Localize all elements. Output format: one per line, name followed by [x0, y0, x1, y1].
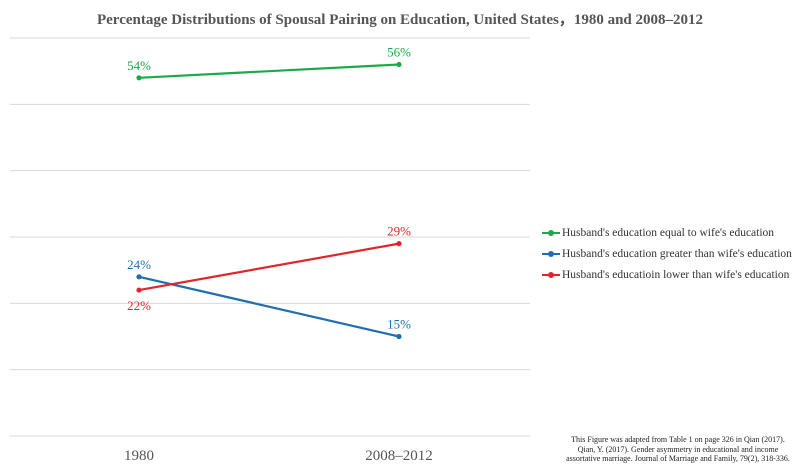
data-label: 24% — [127, 257, 151, 272]
data-labels: 54% 56% 24% 15% 22% 29% — [127, 45, 411, 332]
series-line — [138, 242, 400, 292]
legend-label: Husband's education equal to wife's educ… — [562, 226, 775, 239]
series-line — [138, 63, 400, 79]
x-tick-label: 2008–2012 — [365, 448, 433, 464]
data-point — [396, 61, 402, 68]
data-label: 56% — [387, 45, 411, 60]
data-label: 29% — [387, 224, 411, 239]
legend-item-lower: Husband's educatioin lower than wife's e… — [542, 264, 792, 285]
data-point — [396, 241, 402, 247]
legend-swatch-icon — [542, 249, 560, 259]
source-note-line: This Figure was adapted from Table 1 on … — [571, 435, 785, 444]
data-point — [136, 75, 142, 81]
legend-label: Husband's education greater than wife's … — [562, 247, 792, 260]
data-label: 54% — [127, 58, 151, 73]
legend-item-greater: Husband's education greater than wife's … — [542, 243, 792, 264]
data-label: 22% — [127, 298, 151, 313]
legend: Husband's education equal to wife's educ… — [542, 222, 792, 285]
data-points — [136, 61, 402, 340]
source-note-line: assortative marriage. Journal of Marriag… — [566, 454, 790, 463]
x-tick-label: 1980 — [124, 448, 154, 464]
x-axis-ticks: 1980 2008–2012 — [124, 448, 433, 464]
legend-swatch-icon — [542, 270, 560, 280]
legend-label: Husband's educatioin lower than wife's e… — [562, 268, 790, 281]
data-point — [396, 333, 402, 340]
legend-item-equal: Husband's education equal to wife's educ… — [542, 222, 792, 243]
series-line — [138, 275, 400, 338]
gridlines — [10, 37, 530, 437]
series-lines — [138, 63, 400, 338]
legend-swatch-icon — [542, 228, 560, 238]
source-note-line: Qian, Y. (2017). Gender asymmetry in edu… — [577, 444, 779, 454]
source-note: This Figure was adapted from Table 1 on … — [560, 435, 796, 464]
data-label: 15% — [387, 317, 411, 332]
data-point — [136, 287, 142, 293]
chart-title: Percentage Distributions of Spousal Pair… — [96, 12, 704, 28]
data-point — [136, 274, 142, 280]
